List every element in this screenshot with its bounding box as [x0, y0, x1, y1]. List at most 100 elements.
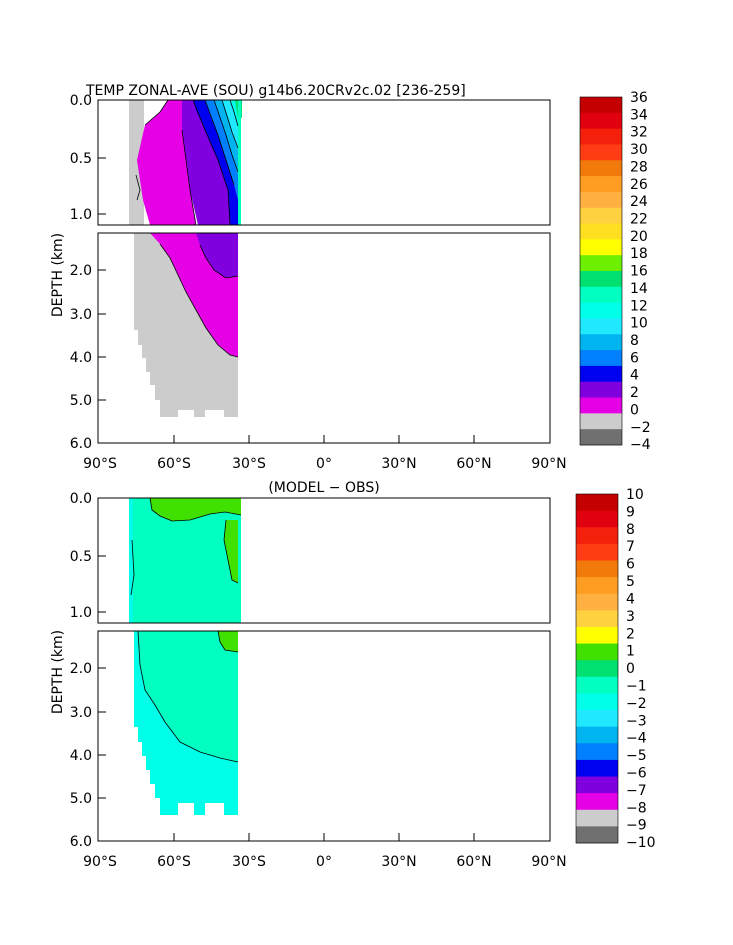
diff-colorbar-swatch [576, 610, 618, 628]
diff-colorbar-swatch [576, 560, 618, 578]
diff-ytick: 6.0 [70, 834, 92, 850]
diff-axis-ticks [98, 497, 475, 841]
diff-y-axis-label: DEPTH (km) [50, 630, 66, 714]
temp-upper-contours [135, 99, 239, 226]
temp-colorbar-swatch [580, 302, 622, 319]
temp-band-2-4-upper [182, 100, 238, 225]
diff-colorbar-label: −10 [626, 835, 656, 851]
temp-colorbar-label: 36 [630, 90, 648, 106]
diff-xtick: 60°S [157, 854, 191, 870]
diff-positive-surface-upper [150, 498, 241, 521]
temp-upper-fills [129, 99, 242, 226]
temp-colorbar-swatch [580, 429, 622, 446]
temp-colorbar-swatch [580, 381, 622, 398]
diff-near-zero-region-lower [138, 631, 238, 762]
temp-x-tick-labels: 90°S 60°S 30°S 0° 30°N 60°N 90°N [83, 456, 567, 472]
diff-colorbar-label: −9 [626, 818, 647, 834]
diff-colorbar [575, 493, 619, 844]
temp-ytick: 5.0 [70, 393, 92, 409]
temp-colorbar-swatch [580, 271, 622, 288]
diff-colorbar-swatch [576, 726, 618, 744]
diff-lower-fills [129, 630, 239, 815]
temp-colorbar-swatch [580, 255, 622, 272]
temp-ytick: 0.5 [70, 151, 92, 167]
temp-xtick: 30°N [381, 456, 416, 472]
temp-colorbar-swatch [580, 176, 622, 193]
diff-xtick: 90°N [531, 854, 566, 870]
temp-colorbar-label: 20 [630, 229, 648, 245]
diff-colorbar-label: −4 [626, 731, 647, 747]
temp-colorbar-swatch [580, 112, 622, 130]
temp-colorbar-swatch [580, 397, 622, 414]
diff-xtick: 60°N [456, 854, 491, 870]
temp-colorbar-label: −2 [630, 420, 651, 436]
diff-colorbar-label: −5 [626, 748, 647, 764]
diff-colorbar-label: 4 [626, 591, 635, 607]
diff-x-tick-labels: 90°S 60°S 30°S 0° 30°N 60°N 90°N [83, 854, 567, 870]
diff-colorbar-label: 1 [626, 644, 635, 660]
temp-xtick: 90°N [531, 456, 566, 472]
diff-colorbar-swatch [576, 494, 618, 512]
temp-colorbar [579, 96, 623, 446]
diff-colorbar-swatch [576, 676, 618, 694]
temp-colorbar-swatch [580, 286, 622, 304]
diff-ytick: 5.0 [70, 791, 92, 807]
temp-colorbar-swatch [580, 160, 622, 177]
diff-lower-contours [137, 630, 239, 763]
diff-colorbar-label: −6 [626, 766, 647, 782]
diff-colorbar-swatch [576, 693, 618, 711]
diff-colorbar-swatch [576, 660, 618, 678]
diff-xtick: 30°N [381, 854, 416, 870]
temp-y-tick-labels: 0.0 0.5 1.0 2.0 3.0 4.0 5.0 6.0 [70, 93, 92, 452]
diff-ytick: 2.0 [70, 661, 92, 677]
diff-colorbar-swatch [576, 809, 618, 827]
temp-xtick: 60°S [157, 456, 191, 472]
temp-colorbar-swatch [580, 191, 622, 209]
temp-ytick: 4.0 [70, 350, 92, 366]
diff-chart-title: (MODEL − OBS) [268, 480, 379, 496]
diff-colorbar-swatch [576, 743, 618, 761]
temp-colorbar-swatch [580, 239, 622, 256]
diff-xtick: 0° [316, 854, 332, 870]
temp-colorbar-frame [579, 96, 623, 446]
temp-colorbar-label: 26 [630, 177, 648, 193]
temp-ytick: 1.0 [70, 207, 92, 223]
temp-panel: TEMP ZONAL-AVE (SOU) g14b6.20CRv2c.02 [2… [50, 83, 651, 472]
temp-colorbar-label: 24 [630, 194, 648, 210]
temp-colorbar-swatch [580, 128, 622, 145]
temp-colorbar-swatch [580, 334, 622, 351]
temp-colorbar-label: 30 [630, 142, 648, 158]
temp-colorbar-swatch [580, 144, 622, 161]
diff-colorbar-swatch [576, 626, 618, 644]
diff-colorbar-label: 9 [626, 504, 635, 520]
temp-lower-contours [159, 243, 239, 358]
temp-colorbar-swatch [580, 207, 622, 224]
diff-colorbar-swatch [576, 793, 618, 811]
diff-colorbar-swatch [576, 643, 618, 661]
temp-colorbar-swatch [580, 350, 622, 367]
temp-colorbar-label: 4 [630, 368, 639, 384]
temp-colorbar-swatch [580, 365, 622, 383]
temp-colorbar-swatch [580, 413, 622, 430]
temp-colorbar-label: 34 [630, 107, 648, 123]
diff-colorbar-label: −3 [626, 713, 647, 729]
temp-chart-title: TEMP ZONAL-AVE (SOU) g14b6.20CRv2c.02 [2… [85, 83, 466, 99]
temp-colorbar-label: 0 [630, 402, 639, 418]
diff-colorbar-label: 0 [626, 661, 635, 677]
temp-colorbar-label: 22 [630, 211, 648, 227]
diff-colorbar-label: 7 [626, 539, 635, 555]
temp-xtick: 0° [316, 456, 332, 472]
diff-y-tick-labels: 0.0 0.5 1.0 2.0 3.0 4.0 5.0 6.0 [70, 491, 92, 850]
diff-colorbar-label: −7 [626, 783, 647, 799]
diff-colorbar-swatch [576, 826, 618, 844]
diff-upper-frame [97, 497, 551, 624]
temp-colorbar-label: 32 [630, 125, 648, 141]
temp-xtick: 30°S [232, 456, 266, 472]
diff-xtick: 30°S [232, 854, 266, 870]
temp-axis-ticks [98, 99, 475, 443]
temp-colorbar-label: −4 [630, 437, 651, 453]
diff-colorbar-swatch [576, 543, 618, 561]
